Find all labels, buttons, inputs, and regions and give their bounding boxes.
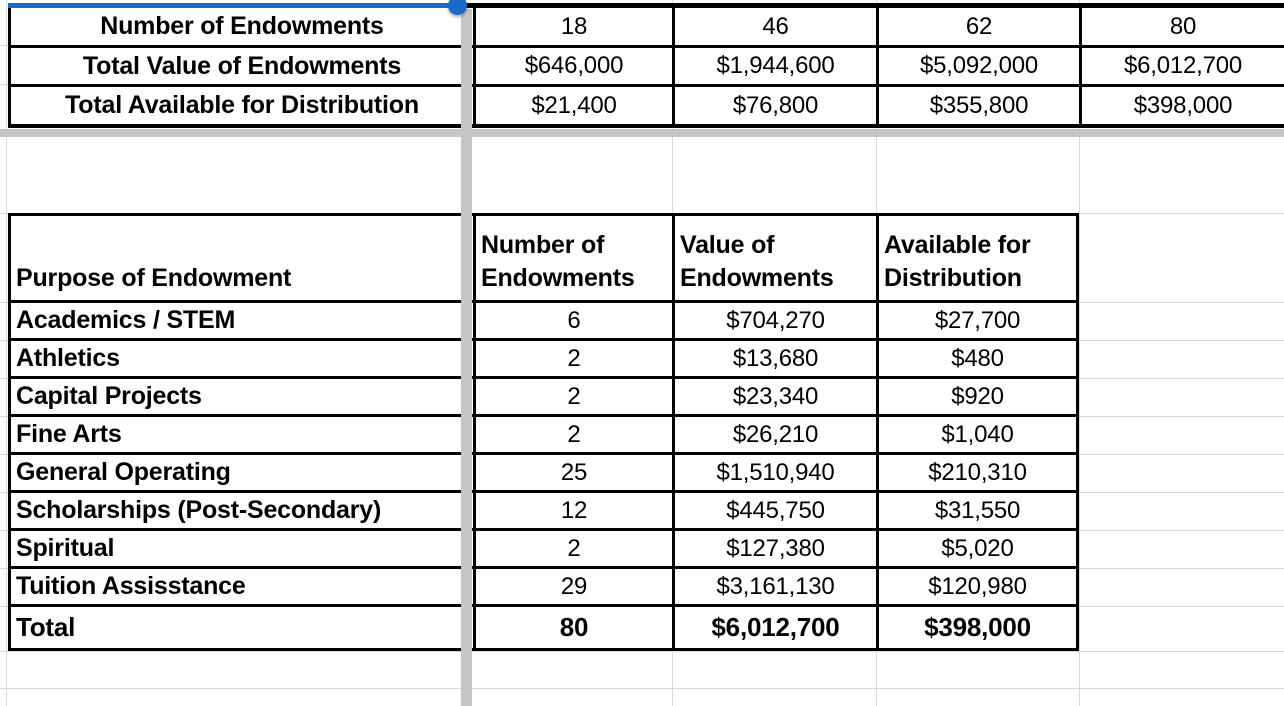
summary-cell[interactable]: $6,012,700 bbox=[1079, 48, 1284, 84]
summary-row-label[interactable]: Total Available for Distribution bbox=[65, 91, 419, 119]
table-row: Spiritual 2 $127,380 $5,020 bbox=[11, 531, 1076, 569]
available-cell[interactable]: $120,980 bbox=[876, 569, 1076, 604]
count-cell[interactable]: 6 bbox=[473, 303, 672, 338]
table-row: Tuition Assisstance 29 $3,161,130 $120,9… bbox=[11, 569, 1076, 607]
summary-cell[interactable]: 46 bbox=[672, 8, 876, 45]
selection-handle[interactable] bbox=[448, 0, 467, 15]
summary-cell[interactable]: 80 bbox=[1079, 8, 1284, 45]
available-cell[interactable]: $1,040 bbox=[876, 417, 1076, 452]
purpose-label[interactable]: Spiritual bbox=[16, 534, 115, 562]
value-cell[interactable]: $23,340 bbox=[672, 379, 876, 414]
gridline bbox=[0, 651, 1284, 652]
summary-cell[interactable]: $21,400 bbox=[473, 87, 672, 124]
table-row: Capital Projects 2 $23,340 $920 bbox=[11, 379, 1076, 417]
count-cell[interactable]: 12 bbox=[473, 493, 672, 528]
summary-cell[interactable]: $355,800 bbox=[876, 87, 1079, 124]
purpose-table: Purpose of Endowment Number of Endowment… bbox=[8, 213, 1079, 651]
column-header-available[interactable]: Available for Distribution bbox=[876, 216, 1076, 300]
count-cell[interactable]: 2 bbox=[473, 531, 672, 566]
count-cell[interactable]: 2 bbox=[473, 417, 672, 452]
table-row: Number of Endowments 18 46 62 80 bbox=[11, 8, 1284, 48]
selection-border bbox=[8, 3, 449, 8]
value-cell[interactable]: $1,510,940 bbox=[672, 455, 876, 490]
column-header-count[interactable]: Number of Endowments bbox=[473, 216, 672, 300]
value-cell[interactable]: $3,161,130 bbox=[672, 569, 876, 604]
available-cell[interactable]: $5,020 bbox=[876, 531, 1076, 566]
count-cell[interactable]: 29 bbox=[473, 569, 672, 604]
available-cell[interactable]: $920 bbox=[876, 379, 1076, 414]
available-cell[interactable]: $27,700 bbox=[876, 303, 1076, 338]
column-header-purpose[interactable]: Purpose of Endowment bbox=[16, 264, 292, 292]
available-cell[interactable]: $480 bbox=[876, 341, 1076, 376]
value-cell[interactable]: $26,210 bbox=[672, 417, 876, 452]
value-cell[interactable]: $127,380 bbox=[672, 531, 876, 566]
header-row: Purpose of Endowment Number of Endowment… bbox=[11, 216, 1076, 303]
value-cell[interactable]: $704,270 bbox=[672, 303, 876, 338]
summary-row-label[interactable]: Number of Endowments bbox=[100, 12, 384, 40]
table-row: General Operating 25 $1,510,940 $210,310 bbox=[11, 455, 1076, 493]
summary-cell[interactable]: $5,092,000 bbox=[876, 48, 1079, 84]
count-cell[interactable]: 2 bbox=[473, 379, 672, 414]
table-top-border bbox=[461, 3, 1284, 8]
value-cell[interactable]: $13,680 bbox=[672, 341, 876, 376]
count-cell[interactable]: 25 bbox=[473, 455, 672, 490]
summary-cell[interactable]: 62 bbox=[876, 8, 1079, 45]
table-row: Scholarships (Post-Secondary) 12 $445,75… bbox=[11, 493, 1076, 531]
table-row: Athletics 2 $13,680 $480 bbox=[11, 341, 1076, 379]
summary-cell[interactable]: $1,944,600 bbox=[672, 48, 876, 84]
gridline bbox=[1079, 0, 1080, 706]
purpose-label[interactable]: General Operating bbox=[16, 458, 231, 486]
purpose-label[interactable]: Academics / STEM bbox=[16, 306, 236, 334]
count-cell[interactable]: 2 bbox=[473, 341, 672, 376]
purpose-label[interactable]: Tuition Assisstance bbox=[16, 572, 246, 600]
total-row: Total 80 $6,012,700 $398,000 bbox=[11, 607, 1076, 648]
total-value-cell[interactable]: $6,012,700 bbox=[672, 607, 876, 648]
purpose-label[interactable]: Fine Arts bbox=[16, 420, 122, 448]
table-row: Total Value of Endowments $646,000 $1,94… bbox=[11, 48, 1284, 87]
total-available-cell[interactable]: $398,000 bbox=[876, 607, 1076, 648]
available-cell[interactable]: $210,310 bbox=[876, 455, 1076, 490]
table-row: Fine Arts 2 $26,210 $1,040 bbox=[11, 417, 1076, 455]
summary-cell[interactable]: 18 bbox=[473, 8, 672, 45]
summary-table: Number of Endowments 18 46 62 80 Total V… bbox=[8, 8, 1284, 128]
available-cell[interactable]: $31,550 bbox=[876, 493, 1076, 528]
gridline bbox=[6, 0, 7, 706]
table-row: Academics / STEM 6 $704,270 $27,700 bbox=[11, 303, 1076, 341]
purpose-label[interactable]: Scholarships (Post-Secondary) bbox=[16, 496, 382, 524]
summary-cell[interactable]: $398,000 bbox=[1079, 87, 1284, 124]
total-count-cell[interactable]: 80 bbox=[473, 607, 672, 648]
horizontal-split-bar[interactable] bbox=[0, 129, 1284, 137]
gridline bbox=[0, 688, 1284, 689]
summary-cell[interactable]: $646,000 bbox=[473, 48, 672, 84]
total-label[interactable]: Total bbox=[16, 612, 76, 642]
value-cell[interactable]: $445,750 bbox=[672, 493, 876, 528]
vertical-split-bar[interactable] bbox=[461, 9, 472, 706]
summary-row-label[interactable]: Total Value of Endowments bbox=[82, 51, 402, 80]
purpose-label[interactable]: Athletics bbox=[16, 344, 120, 372]
purpose-label[interactable]: Capital Projects bbox=[16, 382, 202, 410]
summary-cell[interactable]: $76,800 bbox=[672, 87, 876, 124]
table-row: Total Available for Distribution $21,400… bbox=[11, 87, 1284, 124]
column-header-value[interactable]: Value of Endowments bbox=[672, 216, 876, 300]
